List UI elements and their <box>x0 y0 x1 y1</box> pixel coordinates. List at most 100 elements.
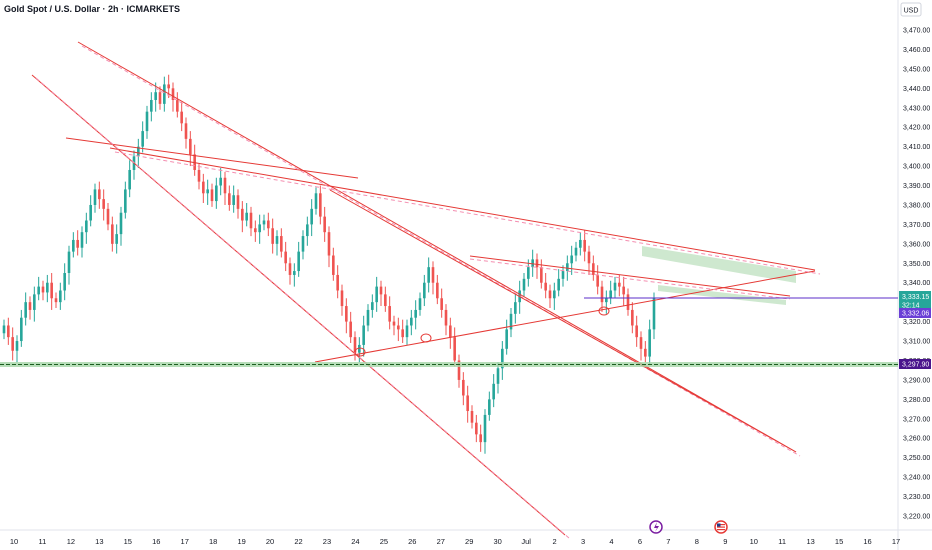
candle-body <box>631 309 634 326</box>
candle-body <box>531 259 534 268</box>
candles-layer <box>2 74 656 454</box>
currency-label: USD <box>904 8 919 15</box>
candle-body <box>388 306 391 322</box>
trendline-dashed <box>35 77 570 539</box>
candle-body <box>2 325 6 334</box>
candle-body <box>288 263 292 275</box>
y-tick-label: 3,290.00 <box>903 377 930 384</box>
candle-body <box>626 294 630 310</box>
candle-body <box>470 411 474 423</box>
x-tick-label: 10 <box>10 537 18 546</box>
candle-body <box>436 282 439 299</box>
x-tick-label: 3 <box>581 537 585 546</box>
candle-body <box>67 251 71 273</box>
candle-body <box>570 255 573 264</box>
last-price-value: 3,333.15 <box>902 294 929 301</box>
trendline <box>329 189 797 453</box>
y-tick-label: 3,350.00 <box>903 261 930 268</box>
candle-body <box>605 298 608 303</box>
candle-body <box>423 282 426 299</box>
candle-body <box>358 344 361 353</box>
y-tick-label: 3,230.00 <box>903 494 930 501</box>
x-tick-label: 27 <box>437 537 445 546</box>
x-tick-label: 8 <box>695 537 699 546</box>
candle-body <box>622 286 625 295</box>
candle-body <box>553 290 556 299</box>
candle-body <box>228 193 231 205</box>
candle-body <box>349 321 352 338</box>
x-tick-label: 16 <box>152 537 160 546</box>
candle-body <box>405 325 409 338</box>
candle-body <box>488 399 491 415</box>
candle-body <box>7 325 10 338</box>
trendlines-layer <box>31 41 821 539</box>
candle-body <box>483 414 487 443</box>
candle-body <box>457 360 461 380</box>
support-band <box>0 362 898 367</box>
candle-body <box>345 306 348 322</box>
candle-body <box>85 220 88 233</box>
candle-body <box>609 290 612 299</box>
currency-badge[interactable] <box>900 2 922 17</box>
green-price-tag <box>899 359 931 369</box>
candle-body <box>561 271 565 279</box>
candle-body <box>449 325 452 338</box>
y-tick-label: 3,360.00 <box>903 241 930 248</box>
candle-body <box>210 189 214 202</box>
trendline-dashed <box>81 45 801 457</box>
candle-body <box>392 321 396 326</box>
candle-body <box>583 239 586 252</box>
y-tick-label: 3,400.00 <box>903 164 930 171</box>
x-tick-label: 25 <box>380 537 388 546</box>
candle-body <box>24 302 27 318</box>
lightning-icon[interactable] <box>649 520 663 534</box>
candle-body <box>128 169 131 190</box>
candle-body <box>275 236 279 244</box>
x-tick-label: 26 <box>408 537 416 546</box>
candle-body <box>323 216 326 233</box>
candle-body <box>271 228 274 244</box>
candle-body <box>600 286 604 303</box>
candle-body <box>566 263 569 272</box>
candle-body <box>20 317 23 342</box>
x-tick-label: 16 <box>863 537 871 546</box>
us-flag-icon[interactable] <box>714 520 728 534</box>
candle-body <box>219 177 222 186</box>
candle-body <box>93 189 97 205</box>
y-tick-label: 3,410.00 <box>903 144 930 151</box>
candle-body <box>587 251 591 264</box>
candle-body <box>648 329 651 357</box>
candle-body <box>613 282 617 291</box>
x-tick-label: 23 <box>323 537 331 546</box>
candle-body <box>63 273 66 291</box>
x-tick-label: 24 <box>351 537 359 546</box>
candle-body <box>327 232 331 256</box>
candle-body <box>154 92 157 100</box>
candle-body <box>297 251 300 272</box>
candle-body <box>223 177 227 194</box>
candle-body <box>106 208 110 225</box>
candle-body <box>176 99 179 112</box>
candle-body <box>202 181 205 194</box>
candle-body <box>496 368 500 384</box>
candle-body <box>362 325 365 345</box>
candle-body <box>319 193 322 217</box>
x-tick-label: 10 <box>750 537 758 546</box>
circle-marker-1 <box>354 347 366 357</box>
y-tick-label: 3,310.00 <box>903 339 930 346</box>
candle-body <box>340 290 344 307</box>
purple-price-tag <box>899 308 931 318</box>
candle-body <box>314 193 318 209</box>
candle-body <box>466 395 469 412</box>
green-price-value: 3,297.90 <box>902 362 929 369</box>
candle-body <box>241 208 244 221</box>
candle-body <box>514 302 517 314</box>
candle-body <box>72 239 75 252</box>
candle-body <box>548 290 552 299</box>
candle-body <box>492 383 495 400</box>
x-tick-label: 19 <box>237 537 245 546</box>
candle-body <box>145 111 149 132</box>
trendline <box>77 41 797 453</box>
candle-body <box>310 208 313 225</box>
